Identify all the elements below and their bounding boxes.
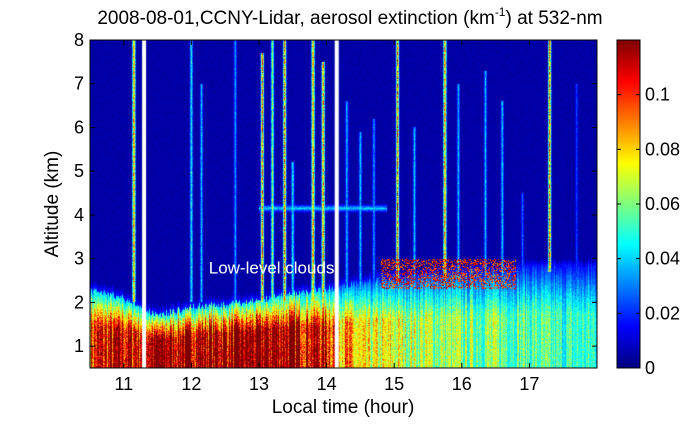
colorbar-canvas [617, 40, 640, 368]
colorbar-tick-label: 0.02 [645, 303, 680, 323]
colorbar-tick-label: 0 [645, 358, 655, 378]
plot-frame [89, 39, 598, 369]
y-axis-ticks: 1 2 3 4 5 6 7 8 [74, 30, 597, 356]
colorbar-tick-label: 0.1 [645, 85, 670, 105]
colorbar-tick-label: 0.06 [645, 194, 680, 214]
colorbar-container [617, 40, 640, 368]
y-axis-label: Altitude (km) [42, 151, 63, 258]
colorbar-tick-label: 0.08 [645, 139, 680, 159]
y-tick-label: 7 [74, 74, 84, 94]
x-tick-label: 15 [384, 374, 404, 394]
x-axis-label: Local time (hour) [272, 397, 415, 418]
y-tick-label: 2 [74, 292, 84, 312]
y-tick-label: 4 [74, 205, 84, 225]
colorbar-tick-label: 0.04 [645, 249, 680, 269]
heatmap-canvas [90, 40, 597, 368]
x-tick-label: 14 [317, 374, 337, 394]
y-tick-label: 8 [74, 30, 84, 50]
heatmap-container [90, 40, 597, 368]
chart-title-main: 2008-08-01,CCNY-Lidar, aerosol extinctio… [97, 8, 494, 29]
y-tick-label: 1 [74, 336, 84, 356]
x-tick-label: 13 [249, 374, 269, 394]
x-axis-ticks: 11 12 13 14 15 16 17 [114, 40, 539, 394]
chart-title: 2008-08-01,CCNY-Lidar, aerosol extinctio… [97, 5, 602, 29]
x-tick-label: 16 [452, 374, 472, 394]
y-tick-label: 3 [74, 249, 84, 269]
chart-title-end: ) at 532-nm [505, 8, 602, 29]
cloud-annotation: Low-level clouds [209, 258, 335, 277]
x-tick-label: 11 [114, 374, 133, 394]
x-tick-label: 17 [519, 374, 539, 394]
colorbar-ticks: 0 0.02 0.04 0.06 0.08 0.1 [617, 85, 680, 378]
y-tick-label: 6 [74, 117, 84, 137]
chart-title-superscript: -1 [495, 5, 506, 19]
x-tick-label: 12 [181, 374, 201, 394]
y-tick-label: 5 [74, 161, 84, 181]
